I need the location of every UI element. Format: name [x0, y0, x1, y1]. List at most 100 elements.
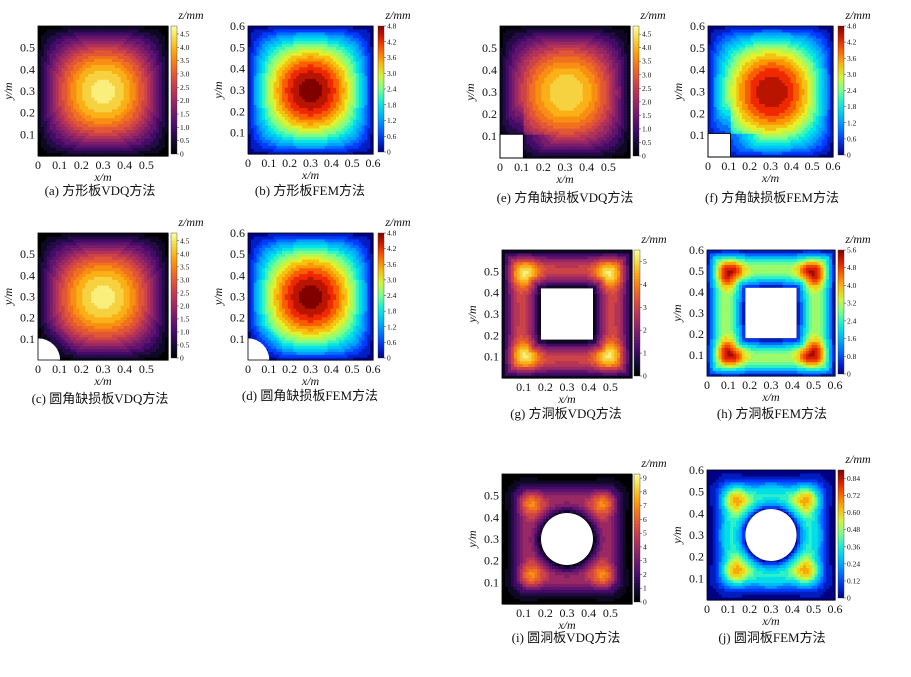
field-cell: [58, 147, 63, 151]
field-cell: [350, 142, 354, 146]
field-cell: [111, 52, 116, 57]
field-cell: [43, 267, 48, 272]
field-cell: [316, 151, 320, 155]
field-cell: [40, 61, 45, 65]
field-cell: [327, 78, 331, 82]
field-cell: [40, 270, 45, 275]
field-cell: [61, 40, 66, 45]
field-cell: [85, 147, 89, 151]
field-cell: [248, 34, 252, 39]
field-cell: [299, 63, 303, 68]
field-cell: [370, 81, 374, 85]
field-cell: [327, 113, 331, 117]
field-cell: [307, 72, 312, 77]
field-cell: [290, 66, 295, 71]
field-cell: [49, 28, 54, 33]
field-cell: [43, 264, 48, 269]
field-cell: [250, 142, 255, 146]
field-cell: [141, 37, 145, 42]
field-cell: [319, 28, 323, 33]
field-cell: [358, 69, 363, 74]
field-cell: [316, 75, 320, 79]
field-cell: [132, 129, 137, 133]
field-cell: [43, 28, 48, 33]
field-cell: [52, 270, 57, 275]
field-cell: [162, 111, 166, 116]
field-cell: [358, 104, 363, 109]
field-cell: [273, 28, 278, 33]
field-cell: [259, 52, 263, 56]
field-cell: [333, 60, 337, 65]
field-cell: [370, 66, 374, 71]
field-cell: [61, 144, 66, 148]
field-cell: [46, 49, 51, 54]
field-cell: [40, 105, 45, 110]
field-cell: [162, 58, 166, 63]
field-cell: [338, 58, 343, 62]
field-cell: [316, 43, 320, 47]
field-cell: [276, 43, 280, 47]
field-cell: [55, 43, 60, 48]
field-cell: [103, 123, 107, 128]
field-cell: [64, 150, 69, 154]
field-cell: [336, 81, 340, 85]
field-cell: [293, 127, 297, 132]
field-cell: [114, 31, 119, 36]
field-cell: [361, 66, 366, 71]
field-cell: [276, 34, 280, 39]
field-cell: [321, 81, 326, 85]
field-cell: [273, 116, 278, 120]
field-cell: [324, 124, 329, 129]
field-cell: [355, 122, 360, 126]
field-cell: [46, 102, 51, 107]
field-cell: [141, 31, 145, 36]
field-cell: [150, 96, 154, 101]
field-cell: [114, 153, 119, 157]
field-cell: [310, 151, 314, 155]
field-cell: [79, 123, 83, 128]
field-cell: [138, 91, 142, 95]
field-cell: [138, 61, 142, 65]
field-cell: [321, 130, 326, 135]
field-cell: [64, 46, 69, 51]
field-cell: [126, 111, 131, 116]
field-cell: [100, 73, 104, 77]
field-cell: [293, 69, 297, 74]
field-cell: [91, 126, 95, 130]
field-cell: [358, 34, 363, 39]
field-cell: [355, 104, 360, 109]
field-cell: [38, 114, 42, 119]
field-cell: [88, 144, 92, 148]
field-cell: [49, 99, 54, 104]
field-cell: [347, 136, 351, 141]
field-cell: [344, 63, 349, 68]
field-cell: [73, 61, 77, 65]
field-cell: [40, 37, 45, 42]
field-cell: [46, 302, 51, 306]
field-cell: [103, 144, 107, 148]
field-cell: [64, 108, 69, 113]
field-cell: [40, 82, 45, 86]
field-cell: [40, 91, 45, 95]
field-cell: [70, 135, 75, 139]
field-cell: [126, 37, 131, 42]
field-cell: [40, 96, 45, 101]
field-cell: [313, 151, 317, 155]
field-cell: [313, 63, 317, 68]
field-cell: [85, 46, 89, 51]
field-cell: [46, 293, 51, 298]
field-cell: [91, 61, 95, 65]
field-cell: [341, 107, 346, 111]
field-cell: [73, 102, 77, 107]
field-cell: [97, 76, 101, 80]
field-cell: [327, 63, 331, 68]
field-cell: [43, 49, 48, 54]
field-cell: [88, 79, 92, 83]
field-cell: [162, 117, 166, 122]
field-cell: [256, 63, 260, 68]
field-cell: [270, 63, 275, 68]
field-cell: [310, 110, 314, 114]
field-cell: [299, 75, 303, 79]
field-cell: [267, 46, 272, 50]
field-cell: [313, 116, 317, 120]
